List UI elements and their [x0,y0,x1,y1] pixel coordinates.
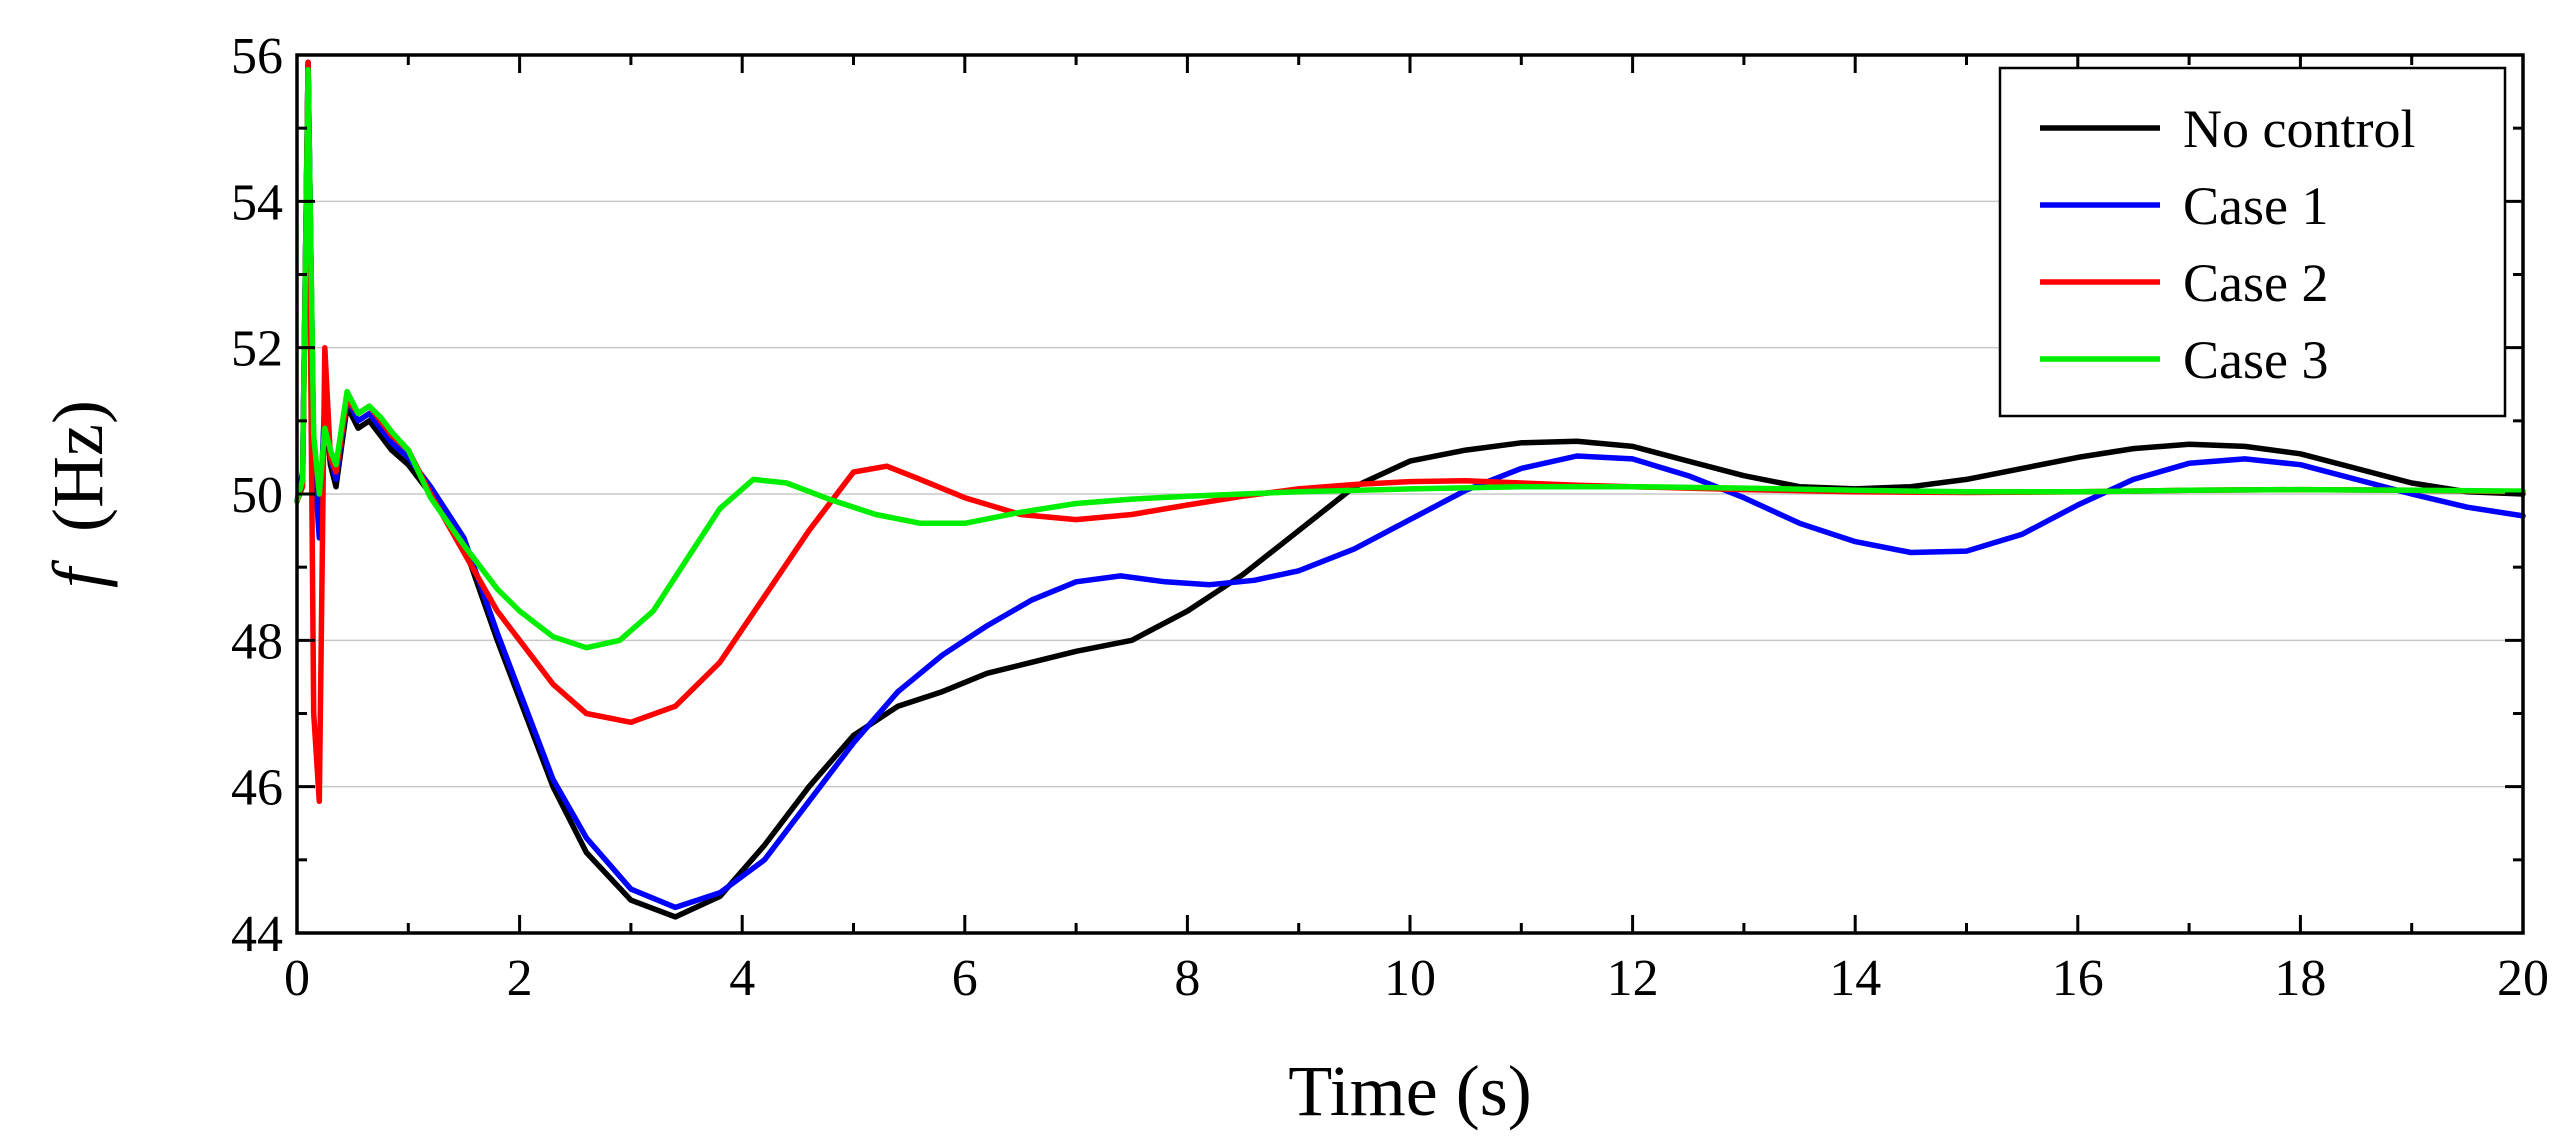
x-tick-label: 14 [1829,950,1881,1007]
x-tick-label: 10 [1384,950,1436,1007]
x-tick-label: 6 [952,950,978,1007]
y-tick-label: 48 [231,613,283,670]
y-axis-label: f (Hz) [38,400,118,588]
legend-label-case-1: Case 1 [2183,176,2328,236]
legend: No control Case 1 Case 2 Case 3 [1998,66,2507,418]
y-tick-label: 54 [231,174,283,231]
y-axis-unit: (Hz) [38,400,118,532]
x-tick-label: 16 [2052,950,2104,1007]
y-tick-label: 44 [231,906,283,963]
y-tick-label: 46 [231,760,283,817]
y-axis-symbol: f [38,559,118,588]
x-axis-label: Time (s) [1288,1051,1531,1131]
x-tick-label: 18 [2274,950,2326,1007]
y-tick-label: 56 [231,28,283,85]
legend-label-case-3: Case 3 [2183,330,2328,390]
axis-ticks [295,53,2525,935]
x-tick-label: 0 [284,950,310,1007]
legend-label-case-2: Case 2 [2183,253,2328,313]
x-tick-label: 12 [1607,950,1659,1007]
x-tick-label: 20 [2497,950,2549,1007]
x-tick-label: 4 [729,950,755,1007]
series-line-case-3 [294,66,2526,651]
x-tick-label: 2 [507,950,533,1007]
series-line-case-1 [294,59,2526,911]
series-layer [294,59,2526,920]
legend-entries: No control Case 1 Case 2 Case 3 [2040,99,2415,390]
y-tick-label: 50 [231,467,283,524]
legend-label-no-control: No control [2183,99,2415,159]
series-line-no-control [294,59,2526,920]
x-tick-label: 8 [1174,950,1200,1007]
y-tick-label: 52 [231,321,283,378]
